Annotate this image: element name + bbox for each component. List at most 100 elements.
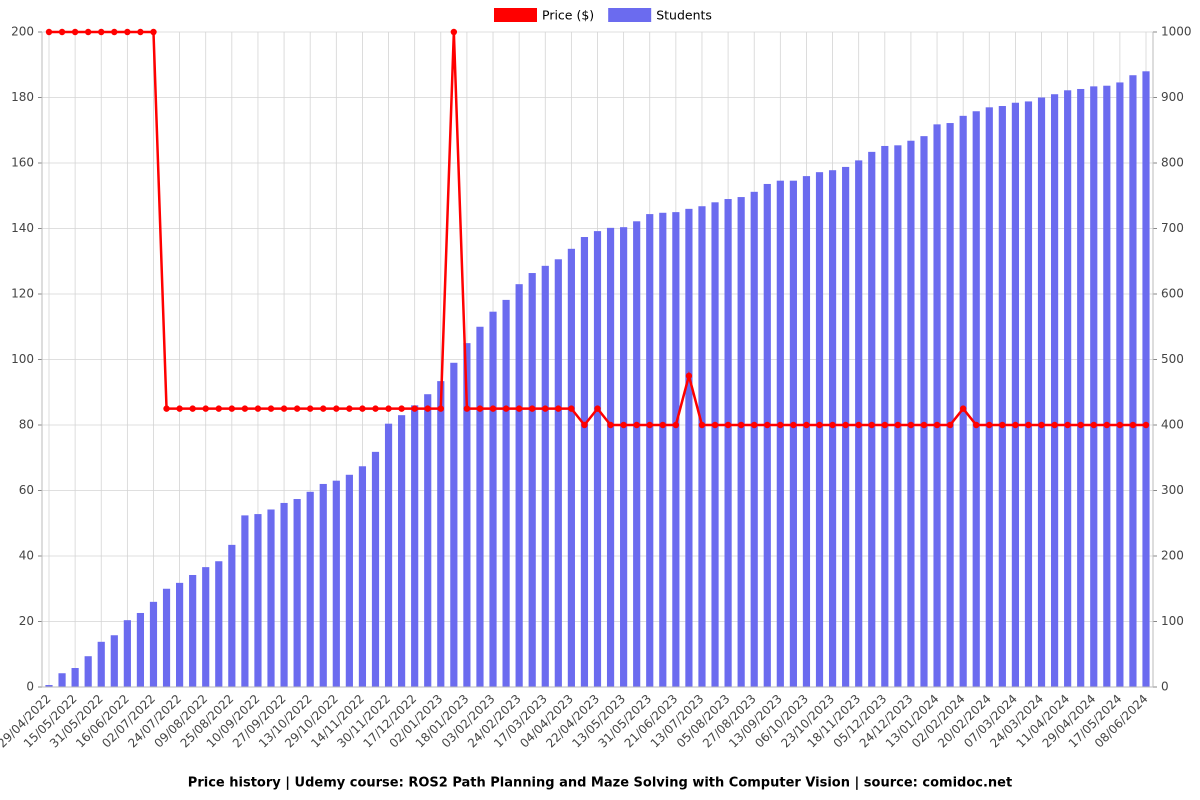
price-point [659,421,666,429]
bar [659,212,667,687]
bar [97,641,105,687]
price-point [568,405,575,412]
bar [789,180,797,687]
price-point [685,372,693,380]
price-point [280,405,288,412]
price-point [1012,421,1019,429]
bar [528,273,536,687]
bar [176,582,184,687]
bar [920,136,928,687]
legend-label: Students [656,8,712,23]
bar [698,206,706,688]
price-point [816,421,823,429]
price-point [881,421,889,429]
bar [267,509,275,687]
bar [554,259,562,687]
bar [868,151,876,688]
price-point [163,405,170,412]
y-tick-label: 180 [11,90,34,104]
bar [580,237,589,687]
price-point [529,405,536,412]
price-point [1077,421,1084,429]
y2-tick-label: 100 [1161,614,1184,628]
bar [384,423,393,687]
bar [711,202,719,688]
price-point [254,405,262,412]
price-point [829,421,836,429]
price-point [999,421,1006,429]
bar [828,170,837,687]
bar [149,601,158,687]
price-point [986,421,993,429]
bar [672,212,680,687]
bar [959,115,967,688]
bar [332,480,340,687]
bar [985,107,993,687]
price-point [1116,421,1124,429]
price-point [868,421,875,429]
price-point [959,405,967,412]
price-point [176,405,183,412]
bar [685,208,693,687]
bar [998,106,1006,687]
price-point [973,421,980,429]
price-point [84,28,92,36]
bar [724,199,732,687]
y-tick-label: 140 [11,221,34,235]
price-point [124,28,131,36]
price-point [241,405,249,412]
bar [162,588,171,687]
price-point [58,28,66,36]
price-point [346,405,353,412]
price-point [320,405,327,412]
bar [1103,85,1111,687]
bar [802,176,811,687]
y2-tick-label: 800 [1161,156,1184,170]
bar [476,326,484,687]
bar [293,499,301,687]
bar [776,180,784,687]
bar [881,145,889,688]
price-point [737,421,745,429]
y2-tick-label: 600 [1161,287,1184,301]
price-point [920,421,928,429]
y-tick-label: 100 [11,352,34,366]
price-point [1090,421,1097,429]
price-point [1142,421,1150,429]
price-point [1064,421,1071,429]
price-point [842,421,849,429]
price-point [646,421,653,429]
price-point [1025,421,1032,429]
y2-tick-label: 900 [1161,90,1184,104]
y-tick-label: 160 [11,156,34,170]
price-point [398,405,405,412]
price-point [372,405,379,412]
bar [136,612,145,687]
bar [1090,86,1098,688]
price-point [411,405,418,412]
price-point [489,405,497,412]
price-point [150,28,157,36]
price-point [502,405,510,412]
bar [280,502,288,687]
price-point [672,421,680,429]
bar [907,140,915,688]
price-point [1051,421,1058,429]
price-point [333,405,340,412]
price-point [777,421,784,429]
bar [502,299,510,687]
price-point [202,405,209,412]
bar [633,221,641,688]
bar [254,514,262,687]
bar [933,124,941,688]
bar [593,231,602,687]
bar [750,191,758,687]
bar [189,574,197,687]
bar [110,635,118,687]
bar [1037,97,1046,687]
price-point [907,421,915,429]
price-point [476,405,484,412]
price-point [711,421,719,429]
